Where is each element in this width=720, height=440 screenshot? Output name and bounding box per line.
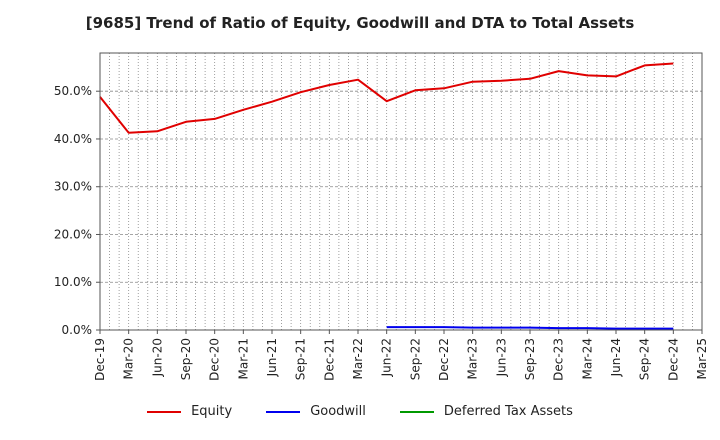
- x-tick-label: Jun-20: [150, 338, 164, 377]
- x-tick-label: Dec-22: [437, 338, 451, 381]
- x-axis: Dec-19 Mar-20 Jun-20 Sep-20 Dec-20 Mar-21 Jun-…: [93, 330, 709, 381]
- x-tick-label: Dec-23: [552, 338, 566, 381]
- x-tick-label: Sep-21: [294, 338, 308, 380]
- x-tick-label: Jun-21: [265, 338, 279, 377]
- x-tick-label: Mar-24: [580, 338, 594, 379]
- legend-item-goodwill: Goodwill: [266, 404, 366, 419]
- x-tick-label: Sep-22: [408, 338, 422, 380]
- legend-label-goodwill: Goodwill: [310, 404, 366, 419]
- y-tick-label: 40.0%: [54, 132, 92, 146]
- x-tick-label: Mar-25: [695, 338, 709, 379]
- x-tick-label: Dec-19: [93, 338, 107, 381]
- x-tick-label: Jun-23: [494, 338, 508, 377]
- x-tick-label: Mar-20: [122, 338, 136, 379]
- x-tick-label: Dec-24: [666, 338, 680, 381]
- x-tick-label: Jun-24: [609, 338, 623, 377]
- x-tick-label: Jun-22: [380, 338, 394, 377]
- y-tick-label: 0.0%: [62, 323, 93, 337]
- legend: Equity Goodwill Deferred Tax Assets: [0, 404, 720, 419]
- y-tick-label: 50.0%: [54, 84, 92, 98]
- x-tick-label: Sep-23: [523, 338, 537, 380]
- legend-swatch-equity: [147, 410, 182, 413]
- grid: [99, 53, 703, 331]
- chart-title: [9685] Trend of Ratio of Equity, Goodwil…: [85, 14, 635, 32]
- x-tick-label: Dec-21: [322, 338, 336, 381]
- y-tick-label: 10.0%: [54, 275, 92, 289]
- legend-label-equity: Equity: [191, 404, 233, 419]
- x-tick-label: Sep-24: [638, 338, 652, 380]
- series-line-equity: [99, 62, 674, 134]
- plot-frame: [99, 52, 703, 331]
- x-tick-label: Mar-22: [351, 338, 365, 379]
- x-tick-label: Dec-20: [208, 338, 222, 381]
- x-tick-label: Mar-21: [236, 338, 250, 379]
- series-lines: [99, 62, 674, 330]
- legend-label-deferred-tax-assets: Deferred Tax Assets: [443, 404, 573, 419]
- y-tick-label: 30.0%: [54, 180, 92, 194]
- series-line-goodwill: [386, 326, 674, 330]
- x-tick-label: Sep-20: [179, 338, 193, 380]
- y-tick-label: 20.0%: [54, 227, 92, 241]
- legend-item-equity: Equity: [147, 404, 232, 419]
- legend-swatch-deferred-tax-assets: [399, 410, 434, 413]
- legend-item-deferred-tax-assets: Deferred Tax Assets: [399, 404, 573, 419]
- x-tick-label: Mar-23: [466, 338, 480, 379]
- legend-swatch-goodwill: [266, 410, 301, 413]
- y-axis: 0.0% 10.0% 20.0% 30.0% 40.0% 50.0%: [54, 84, 100, 337]
